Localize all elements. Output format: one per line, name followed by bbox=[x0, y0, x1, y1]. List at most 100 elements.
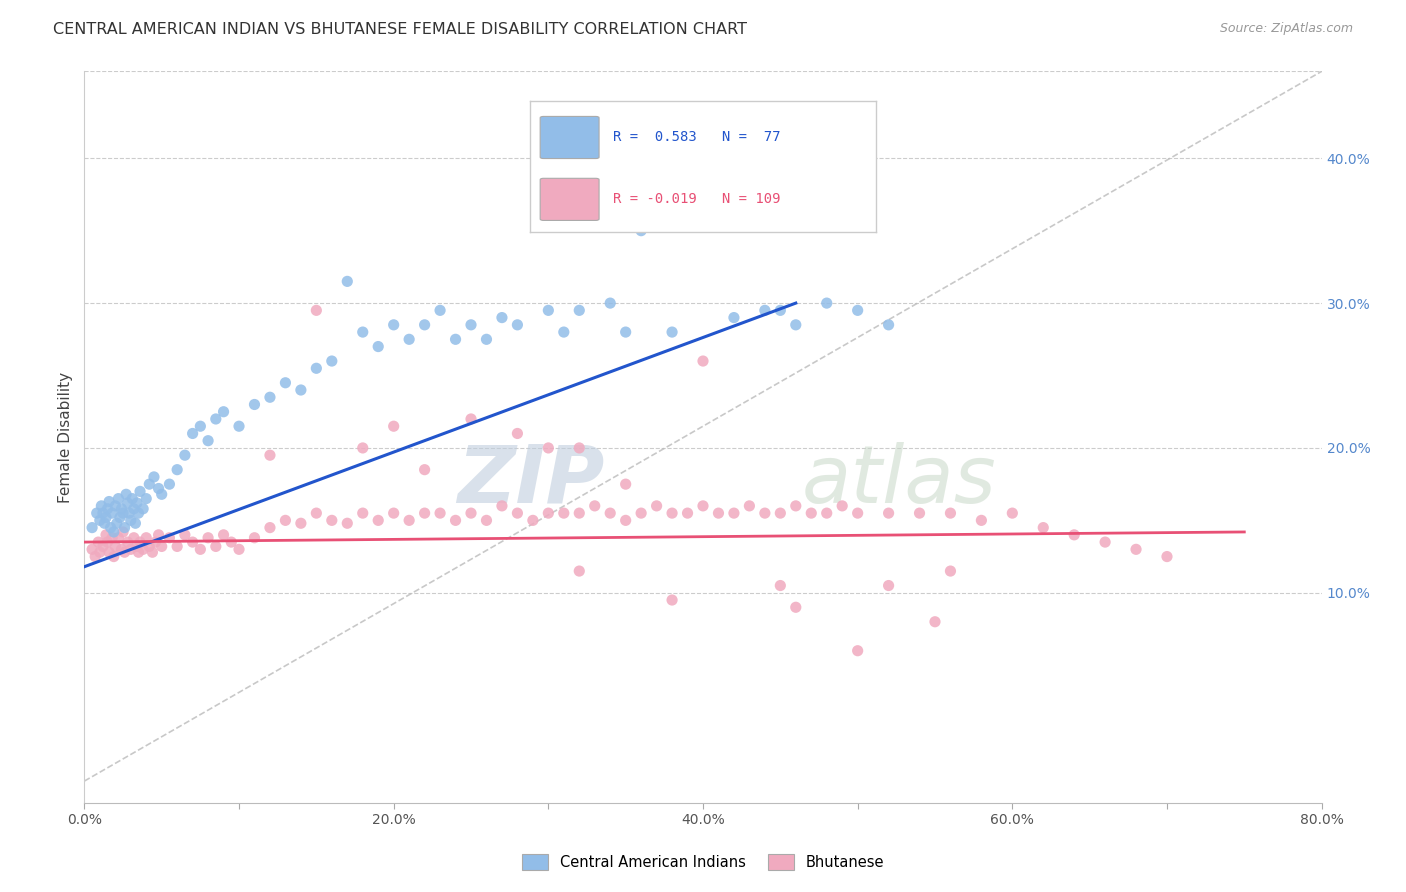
Point bbox=[148, 528, 170, 542]
Point bbox=[91, 540, 114, 554]
Point bbox=[274, 513, 297, 527]
Point bbox=[846, 303, 869, 318]
Point bbox=[769, 303, 792, 318]
Point bbox=[110, 542, 132, 557]
Point bbox=[908, 506, 931, 520]
Point bbox=[104, 540, 127, 554]
Point bbox=[939, 564, 962, 578]
Point bbox=[800, 506, 823, 520]
Point bbox=[150, 487, 173, 501]
Point bbox=[143, 470, 166, 484]
Point bbox=[228, 419, 250, 434]
Point bbox=[491, 310, 513, 325]
Text: CENTRAL AMERICAN INDIAN VS BHUTANESE FEMALE DISABILITY CORRELATION CHART: CENTRAL AMERICAN INDIAN VS BHUTANESE FEM… bbox=[53, 22, 748, 37]
Point bbox=[877, 506, 900, 520]
Point bbox=[522, 513, 544, 527]
Point bbox=[754, 303, 776, 318]
Point bbox=[121, 491, 143, 506]
Point bbox=[122, 501, 145, 516]
Point bbox=[475, 332, 498, 346]
Point bbox=[692, 354, 714, 368]
Point bbox=[205, 540, 228, 554]
Point bbox=[738, 499, 761, 513]
Point bbox=[104, 499, 127, 513]
Point bbox=[769, 506, 792, 520]
Point bbox=[132, 542, 155, 557]
Point bbox=[197, 531, 219, 545]
Point bbox=[429, 303, 451, 318]
Point bbox=[259, 390, 281, 404]
Point bbox=[676, 506, 699, 520]
Point bbox=[661, 325, 683, 339]
Y-axis label: Female Disability: Female Disability bbox=[58, 371, 73, 503]
Point bbox=[1063, 528, 1085, 542]
Point bbox=[93, 516, 115, 531]
Point bbox=[120, 513, 142, 527]
Point bbox=[460, 318, 482, 332]
Point bbox=[661, 593, 683, 607]
Point bbox=[475, 513, 498, 527]
Point bbox=[127, 506, 149, 520]
Point bbox=[537, 506, 560, 520]
Point bbox=[692, 173, 714, 187]
Point bbox=[274, 376, 297, 390]
Point bbox=[166, 463, 188, 477]
Point bbox=[243, 397, 266, 411]
Point bbox=[103, 549, 125, 564]
Point bbox=[444, 513, 467, 527]
Point bbox=[305, 361, 328, 376]
Point bbox=[321, 354, 343, 368]
Point bbox=[243, 531, 266, 545]
Point bbox=[599, 506, 621, 520]
Point bbox=[107, 491, 129, 506]
Point bbox=[645, 499, 668, 513]
Point bbox=[413, 318, 436, 332]
Point bbox=[352, 441, 374, 455]
Point bbox=[219, 535, 242, 549]
Point bbox=[877, 318, 900, 332]
Point bbox=[614, 477, 637, 491]
Point bbox=[132, 501, 155, 516]
Point bbox=[115, 487, 138, 501]
Point bbox=[89, 513, 111, 527]
Point bbox=[769, 578, 792, 592]
Point bbox=[460, 412, 482, 426]
Point bbox=[1032, 520, 1054, 534]
Point bbox=[367, 340, 389, 354]
Point bbox=[148, 482, 170, 496]
Point bbox=[336, 516, 359, 531]
Point bbox=[181, 426, 204, 441]
Point bbox=[1156, 549, 1178, 564]
Text: Source: ZipAtlas.com: Source: ZipAtlas.com bbox=[1219, 22, 1353, 36]
Point bbox=[305, 506, 328, 520]
Point bbox=[117, 535, 139, 549]
Point bbox=[382, 318, 405, 332]
Point bbox=[723, 506, 745, 520]
Point bbox=[259, 520, 281, 534]
Point bbox=[141, 545, 163, 559]
Point bbox=[114, 520, 136, 534]
Point bbox=[122, 531, 145, 545]
Point bbox=[159, 477, 180, 491]
Point bbox=[460, 506, 482, 520]
Point bbox=[1125, 542, 1147, 557]
Point bbox=[150, 540, 173, 554]
Point bbox=[103, 524, 125, 539]
Point bbox=[429, 506, 451, 520]
Point bbox=[188, 419, 211, 434]
Point bbox=[197, 434, 219, 448]
Point bbox=[129, 535, 152, 549]
Point bbox=[939, 506, 962, 520]
Point bbox=[290, 516, 312, 531]
Point bbox=[553, 506, 575, 520]
Point bbox=[491, 499, 513, 513]
Point bbox=[212, 405, 235, 419]
Point bbox=[205, 412, 228, 426]
Point bbox=[305, 303, 328, 318]
Point bbox=[568, 564, 591, 578]
Point bbox=[877, 578, 900, 592]
Point bbox=[129, 484, 152, 499]
Point bbox=[831, 499, 853, 513]
Point bbox=[754, 506, 776, 520]
Point bbox=[553, 325, 575, 339]
